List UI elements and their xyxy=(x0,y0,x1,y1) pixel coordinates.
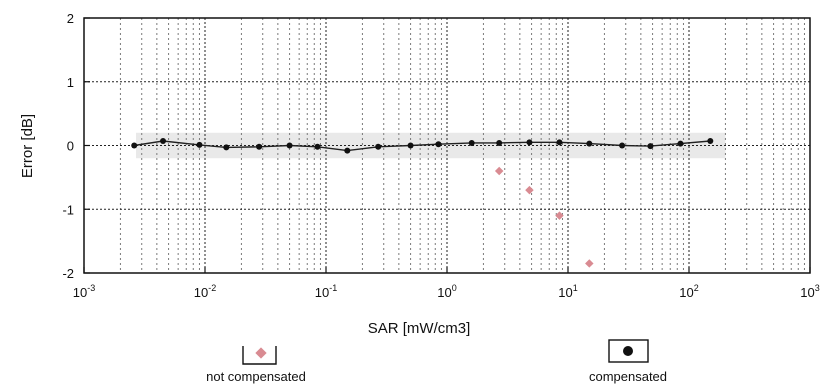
data-series xyxy=(131,138,714,268)
x-tick-label: 10-1 xyxy=(315,283,337,300)
compensated-point xyxy=(468,139,475,146)
y-tick-label: 0 xyxy=(67,139,74,154)
compensated-point xyxy=(647,143,654,150)
legend-entry-not-compensated: not compensated xyxy=(206,346,306,384)
compensated-point xyxy=(314,143,321,150)
compensated-point xyxy=(375,143,382,150)
legend-box-not-compensated xyxy=(242,346,277,365)
not-compensated-point xyxy=(585,259,594,268)
compensated-point xyxy=(556,139,563,146)
x-tick-label: 103 xyxy=(800,283,819,300)
legend: not compensated compensated xyxy=(206,339,667,384)
compensated-point xyxy=(223,144,230,151)
compensated-point xyxy=(435,141,442,148)
compensated-series-line xyxy=(134,140,711,152)
compensated-point xyxy=(196,141,203,148)
y-axis-ticks: 2 1 0 -1 -2 xyxy=(62,11,90,281)
y-tick-label: 2 xyxy=(67,11,74,26)
compensated-point xyxy=(707,138,714,145)
y-tick-label: 1 xyxy=(67,75,74,90)
legend-label-not-compensated: not compensated xyxy=(206,369,306,384)
x-tick-label: 101 xyxy=(558,283,577,300)
compensated-point xyxy=(160,138,167,145)
compensated-point xyxy=(131,142,138,149)
x-axis-label: SAR [mW/cm3] xyxy=(368,320,471,337)
compensated-point xyxy=(496,139,503,146)
x-tick-label: 100 xyxy=(437,283,456,300)
compensated-point xyxy=(619,142,626,149)
compensated-point xyxy=(586,140,593,147)
legend-label-compensated: compensated xyxy=(589,369,667,384)
compensated-point xyxy=(286,142,293,149)
x-axis-ticks: 10-3 10-2 10-1 100 101 102 103 xyxy=(73,267,820,300)
x-tick-label: 102 xyxy=(679,283,698,300)
legend-entry-compensated: compensated xyxy=(589,339,667,384)
legend-box-compensated xyxy=(608,339,649,363)
not-compensated-point xyxy=(494,166,504,176)
y-axis-label: Error [dB] xyxy=(19,114,36,178)
compensated-point xyxy=(407,142,414,149)
x-tick-label: 10-2 xyxy=(194,283,216,300)
compensated-point xyxy=(677,140,684,147)
legend-marker-not-compensated xyxy=(255,347,267,359)
compensated-point xyxy=(344,147,351,154)
x-tick-label: 10-3 xyxy=(73,283,95,300)
y-tick-label: -2 xyxy=(62,266,74,281)
compensated-point xyxy=(256,143,263,150)
y-tick-label: -1 xyxy=(62,202,74,217)
legend-marker-compensated xyxy=(623,346,633,356)
compensated-point xyxy=(526,139,533,146)
